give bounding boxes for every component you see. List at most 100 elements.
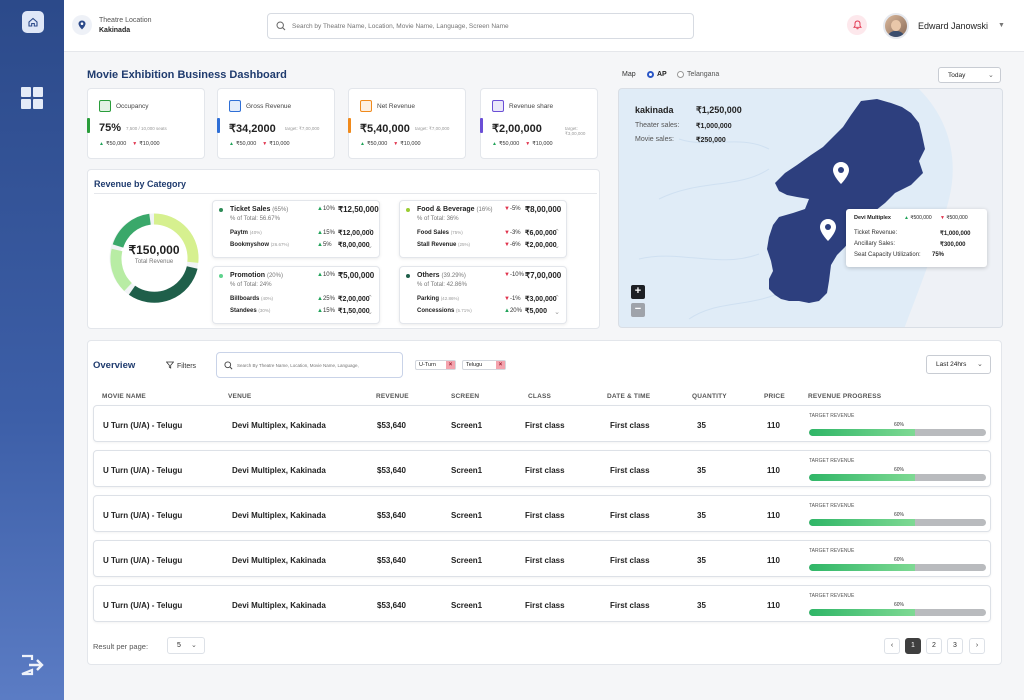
column-header[interactable]: QUANTITY xyxy=(692,393,727,400)
panel-title: Revenue by Category xyxy=(94,179,187,189)
notification-bell-icon[interactable] xyxy=(847,15,867,35)
home-icon[interactable] xyxy=(22,11,44,33)
column-header[interactable]: REVENUE PROGRESS xyxy=(808,393,882,400)
category-sub-row: Bookmyshow (26.67%) ▲5% ₹8,00,000 xyxy=(230,242,370,249)
column-header[interactable]: VENUE xyxy=(228,393,252,400)
category-share: % of Total: 56.67% xyxy=(230,216,280,222)
page-button[interactable]: 3 xyxy=(947,638,963,654)
column-header[interactable]: PRICE xyxy=(764,393,785,400)
arrow-up-icon: ▲ xyxy=(229,141,234,147)
cell-screen: Screen1 xyxy=(451,421,483,430)
category-card[interactable]: Ticket Sales (65%) ▲10% ₹12,50,000 % of Tot… xyxy=(212,200,380,258)
chevron-down-icon[interactable]: ⌄ xyxy=(367,243,373,250)
category-sub-row: Food Sales (75%) ▼-3% ₹6,00,000 xyxy=(417,230,557,237)
arrow-up-icon: ▲ xyxy=(360,141,365,147)
remove-chip-icon[interactable]: × xyxy=(446,361,455,369)
tooltip-ancillary-value: ₹300,000 xyxy=(940,242,966,248)
chevron-down-icon[interactable]: ⌄ xyxy=(367,309,373,316)
overview-search-input[interactable] xyxy=(237,359,397,371)
location-pin-icon[interactable] xyxy=(72,15,92,35)
table-row[interactable]: U Turn (U/A) - Telugu Devi Multiplex, Kak… xyxy=(93,540,991,577)
page-button[interactable]: 2 xyxy=(926,638,942,654)
donut-total: ₹150,000 Total Revenue xyxy=(106,243,202,265)
table-row[interactable]: U Turn (U/A) - Telugu Devi Multiplex, Kak… xyxy=(93,450,991,487)
column-header[interactable]: REVENUE xyxy=(376,393,409,400)
overview-period-select[interactable]: Last 24hrs ⌄ xyxy=(926,355,991,374)
category-share: % of Total: 42.86% xyxy=(417,282,467,288)
chevron-up-icon[interactable]: ⌃ xyxy=(367,295,373,302)
category-change: ▲10% xyxy=(317,272,335,278)
theater-sales-label: Theater sales: xyxy=(635,122,680,129)
kpi-up-value: ₹50,000 xyxy=(498,141,520,147)
arrow-down-icon: ▼ xyxy=(525,141,531,147)
occupancy-icon xyxy=(99,100,111,112)
page-button[interactable]: 1 xyxy=(905,638,921,654)
kpi-card[interactable]: Gross Revenue ₹34,2000 target: ₹7,00,000 ▲ ₹… xyxy=(217,88,335,159)
cell-datetime: First class xyxy=(610,511,650,520)
table-row[interactable]: U Turn (U/A) - Telugu Devi Multiplex, Kak… xyxy=(93,405,991,442)
chevron-up-icon[interactable]: ⌃ xyxy=(554,295,560,302)
avatar[interactable] xyxy=(883,13,909,39)
column-header[interactable]: SCREEN xyxy=(451,393,480,400)
global-search[interactable] xyxy=(267,13,694,39)
cell-quantity: 35 xyxy=(697,601,706,610)
search-input[interactable] xyxy=(292,19,682,34)
zoom-in-button[interactable]: + xyxy=(631,285,645,299)
radio-telangana[interactable] xyxy=(677,71,684,78)
kpi-accent-bar xyxy=(480,118,483,133)
logout-icon[interactable] xyxy=(20,654,46,676)
kpi-card[interactable]: Net Revenue ₹5,40,000 target: ₹7,00,000 ▲ ₹5… xyxy=(348,88,466,159)
radio-ap[interactable] xyxy=(647,71,654,78)
category-name: Others (39.29%) xyxy=(417,272,466,279)
column-header[interactable]: MOVIE NAME xyxy=(102,393,146,400)
zoom-out-button[interactable]: − xyxy=(631,303,645,317)
category-card[interactable]: Promotion (20%) ▲10% ₹5,00,000 % of Total: … xyxy=(212,266,380,324)
table-row[interactable]: U Turn (U/A) - Telugu Devi Multiplex, Kak… xyxy=(93,585,991,622)
kpi-card[interactable]: Occupancy 75% 7,500 / 10,000 seats ▲ ₹50,000… xyxy=(87,88,205,159)
region-map[interactable]: kakinada ₹1,250,000 Theater sales: ₹1,00… xyxy=(618,88,1003,328)
kpi-down-value: ₹10,000 xyxy=(139,141,160,147)
filter-chip-telugu: Telugu × xyxy=(462,360,506,370)
search-icon xyxy=(276,21,286,31)
category-change: ▼-5% xyxy=(504,206,521,212)
category-name: Ticket Sales (65%) xyxy=(230,206,289,213)
overview-search[interactable] xyxy=(216,352,403,378)
rows-per-page-select[interactable]: 5 ⌄ xyxy=(167,637,205,654)
category-sub-row: Billboards (40%) ▲25% ₹2,00,000 xyxy=(230,296,370,303)
column-header[interactable]: CLASS xyxy=(528,393,552,400)
prev-page-button[interactable]: ‹ xyxy=(884,638,900,654)
category-share: % of Total: 36% xyxy=(417,216,459,222)
filters-button[interactable]: Filters xyxy=(165,361,196,370)
dashboard-grid-icon[interactable] xyxy=(21,87,43,109)
radio-ap-label[interactable]: AP xyxy=(657,71,667,78)
kpi-target: target: ₹3,00,000 xyxy=(565,126,586,136)
radio-telangana-label[interactable]: Telangana xyxy=(687,71,720,78)
location-value[interactable]: Kakinada xyxy=(99,27,131,34)
kpi-target: target: ₹7,00,000 xyxy=(285,126,320,131)
kpi-label: Revenue share xyxy=(509,103,554,110)
chevron-up-icon[interactable]: ⌃ xyxy=(554,229,560,236)
kpi-value: ₹2,00,000 xyxy=(492,123,542,135)
category-sub-row: Standees (30%) ▲15% ₹1,50,000 xyxy=(230,308,370,315)
arrow-up-icon: ▲ xyxy=(99,141,104,147)
column-header[interactable]: DATE & TIME xyxy=(607,393,651,400)
search-icon xyxy=(224,361,233,370)
remove-chip-icon[interactable]: × xyxy=(496,361,505,369)
chevron-down-icon[interactable]: ⌄ xyxy=(554,309,560,316)
user-name[interactable]: Edward Janowski xyxy=(918,21,989,31)
chevron-down-icon[interactable]: ⌄ xyxy=(554,243,560,250)
category-amount: ₹7,00,000 xyxy=(525,271,562,280)
category-card[interactable]: Food & Beverage (16%) ▼-5% ₹8,00,000 % of T… xyxy=(399,200,567,258)
kpi-card[interactable]: Revenue share ₹2,00,000 target: ₹3,00,000 ▲… xyxy=(480,88,598,159)
category-change: ▲10% xyxy=(317,206,335,212)
chevron-down-icon[interactable]: ▼ xyxy=(998,22,1005,29)
top-header: Theatre Location Kakinada Edward Janowsk… xyxy=(64,0,1024,52)
cell-revenue: $53,640 xyxy=(377,421,406,430)
next-page-button[interactable]: › xyxy=(969,638,985,654)
chevron-up-icon[interactable]: ⌃ xyxy=(367,229,373,236)
table-row[interactable]: U Turn (U/A) - Telugu Devi Multiplex, Kak… xyxy=(93,495,991,532)
period-select[interactable]: Today ⌄ xyxy=(938,67,1001,83)
category-card[interactable]: Others (39.29%) ▼-10% ₹7,00,000 % of Total:… xyxy=(399,266,567,324)
cell-class: First class xyxy=(525,466,565,475)
cell-movie: U Turn (U/A) - Telugu xyxy=(103,466,183,475)
